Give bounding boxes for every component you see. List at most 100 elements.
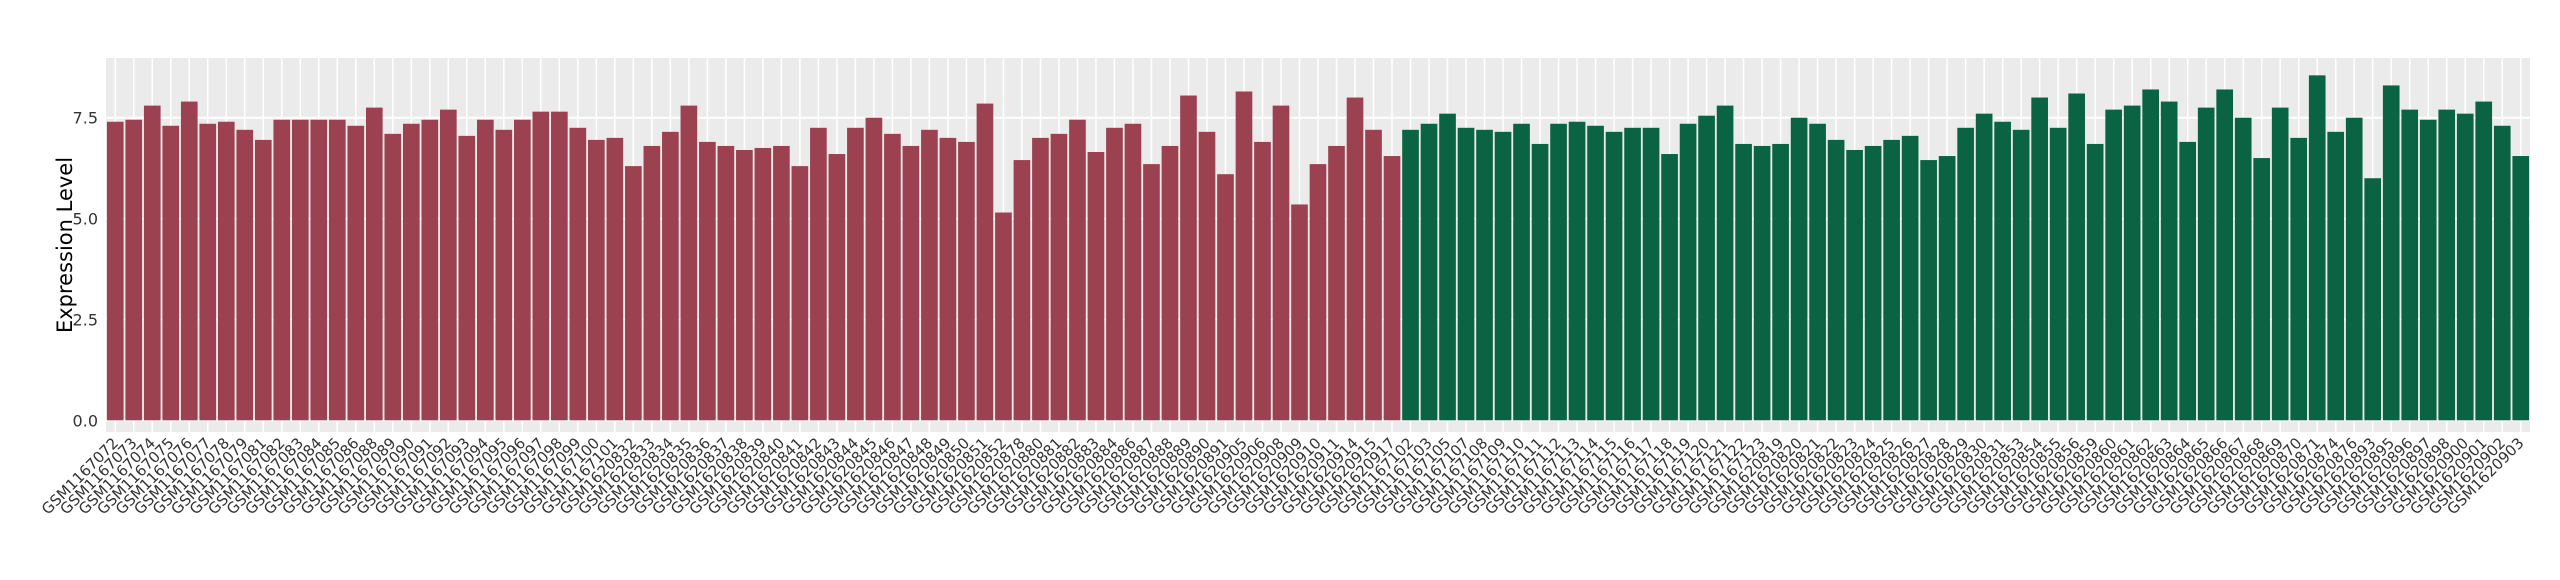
bar	[2160, 101, 2178, 421]
bar	[2012, 129, 2030, 421]
bar	[551, 111, 568, 421]
bar	[477, 119, 494, 421]
bar	[273, 119, 291, 421]
bar	[1883, 139, 1900, 421]
bar	[365, 107, 383, 421]
bar	[1661, 154, 1678, 421]
bar	[1624, 127, 1641, 421]
bar	[2031, 97, 2048, 421]
bar	[199, 123, 217, 421]
bar	[1439, 113, 1456, 421]
bar	[1568, 121, 1586, 421]
bar	[2123, 105, 2141, 421]
bar	[310, 119, 328, 421]
bar	[2253, 158, 2271, 421]
bar	[1809, 123, 1826, 421]
bar	[1254, 141, 1271, 421]
bar	[2364, 178, 2382, 421]
bar	[680, 105, 698, 421]
y-axis-label: Expression Level	[53, 157, 77, 333]
bar	[402, 123, 420, 421]
bar	[1790, 117, 1808, 421]
y-tick-label: 7.5	[73, 109, 98, 128]
bar	[884, 133, 901, 421]
bar	[1827, 139, 1845, 421]
bar	[1143, 164, 1160, 421]
bar	[2068, 93, 2085, 421]
bar	[1587, 125, 1604, 421]
bar	[1291, 204, 1308, 421]
bar	[384, 133, 402, 421]
bar	[1846, 149, 1863, 421]
bar	[828, 154, 846, 421]
bar	[1513, 123, 1530, 421]
bar	[1901, 135, 1919, 421]
bar	[2419, 119, 2437, 421]
bar	[2493, 125, 2511, 421]
bar	[2327, 131, 2345, 421]
bar	[1975, 113, 1993, 421]
bar	[1124, 123, 1142, 421]
bar	[1476, 129, 1493, 421]
bar	[625, 166, 642, 421]
bar	[1328, 145, 1345, 421]
bar	[421, 119, 439, 421]
bar	[736, 149, 753, 421]
bar	[2512, 156, 2530, 421]
bar	[1716, 105, 1734, 421]
bar	[254, 139, 272, 421]
bar	[588, 139, 605, 421]
bar	[662, 131, 679, 421]
bar	[328, 119, 346, 421]
bar	[791, 166, 809, 421]
bar	[2475, 101, 2493, 421]
bar	[106, 121, 124, 421]
bar	[2049, 127, 2067, 421]
bar	[162, 125, 180, 421]
bar	[865, 117, 883, 421]
bar	[1087, 152, 1105, 421]
bar	[1605, 131, 1623, 421]
bar	[495, 129, 513, 421]
bar	[1864, 145, 1882, 421]
bar	[2086, 143, 2104, 421]
bar	[921, 129, 938, 421]
bar	[217, 121, 235, 421]
bar	[2308, 75, 2326, 421]
bar	[2197, 107, 2215, 421]
bar	[1272, 105, 1290, 421]
bar	[1365, 129, 1382, 421]
bar	[1698, 115, 1715, 421]
bar	[1235, 91, 1253, 421]
bar	[1180, 95, 1197, 421]
bar	[2105, 109, 2122, 421]
bar	[2179, 141, 2197, 421]
y-tick-label: 2.5	[73, 310, 98, 329]
bar	[458, 135, 476, 421]
bar	[1069, 119, 1086, 421]
bar	[514, 119, 531, 421]
bar	[2438, 109, 2456, 421]
bar	[699, 141, 716, 421]
bar	[1013, 160, 1031, 421]
bar	[2401, 109, 2419, 421]
bar	[1735, 143, 1752, 421]
bar	[717, 145, 735, 421]
bar	[1920, 160, 1937, 421]
bar	[1457, 127, 1475, 421]
bar	[236, 129, 254, 421]
bar	[1531, 143, 1549, 421]
bar	[1346, 97, 1364, 421]
bar	[1957, 127, 1974, 421]
bar	[1938, 156, 1956, 421]
bar	[1383, 156, 1401, 421]
bar	[810, 127, 827, 421]
bar	[125, 119, 143, 421]
bar	[1106, 127, 1123, 421]
bar	[1753, 145, 1771, 421]
bar	[754, 147, 772, 421]
bar	[1994, 121, 2011, 421]
bar	[2271, 107, 2289, 421]
